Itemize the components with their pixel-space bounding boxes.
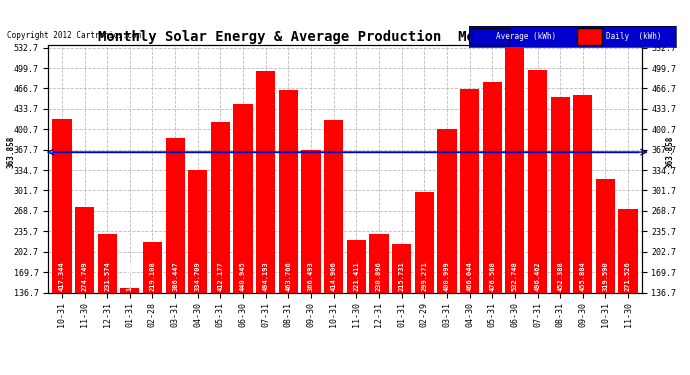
Text: 231.574: 231.574 <box>104 261 110 291</box>
Text: 334.709: 334.709 <box>195 261 201 291</box>
Bar <box>573 95 593 292</box>
Bar <box>346 240 366 292</box>
Text: 463.766: 463.766 <box>286 261 291 291</box>
Text: 319.590: 319.590 <box>602 261 609 291</box>
Bar <box>596 179 615 292</box>
Bar <box>437 129 457 292</box>
Text: 476.568: 476.568 <box>489 261 495 291</box>
Title: Monthly Solar Energy & Average Production  Mon Dec 17 07:47: Monthly Solar Energy & Average Productio… <box>98 30 592 44</box>
Bar <box>120 288 139 292</box>
Bar <box>369 234 388 292</box>
Text: 366.493: 366.493 <box>308 261 314 291</box>
Bar <box>551 98 570 292</box>
Bar <box>256 72 275 292</box>
Bar <box>143 242 162 292</box>
FancyBboxPatch shape <box>577 28 602 45</box>
Text: 221.411: 221.411 <box>353 261 359 291</box>
Bar <box>324 120 344 292</box>
Text: 219.108: 219.108 <box>150 261 155 291</box>
Text: Average (kWh): Average (kWh) <box>496 32 556 41</box>
Text: Copyright 2012 Cartronics.com: Copyright 2012 Cartronics.com <box>7 30 141 39</box>
FancyBboxPatch shape <box>471 28 509 45</box>
Text: 363.858: 363.858 <box>665 136 674 168</box>
Text: 230.896: 230.896 <box>376 261 382 291</box>
Text: 274.749: 274.749 <box>81 261 88 291</box>
Bar <box>279 90 298 292</box>
Text: ■: ■ <box>477 32 488 42</box>
Text: 400.999: 400.999 <box>444 261 450 291</box>
Bar <box>166 138 185 292</box>
Bar <box>482 82 502 292</box>
Text: 496.462: 496.462 <box>535 261 540 291</box>
Text: 412.177: 412.177 <box>217 261 224 291</box>
Bar <box>97 234 117 292</box>
Bar <box>415 192 434 292</box>
Text: 532.748: 532.748 <box>512 261 518 291</box>
Bar <box>460 89 479 292</box>
Text: 417.344: 417.344 <box>59 261 65 291</box>
Bar <box>52 119 72 292</box>
Text: 144.485: 144.485 <box>127 261 133 291</box>
Bar <box>188 170 208 292</box>
Bar <box>618 209 638 292</box>
Text: 271.526: 271.526 <box>625 261 631 291</box>
Text: Daily  (kWh): Daily (kWh) <box>606 32 661 41</box>
Bar <box>528 70 547 292</box>
Text: 440.945: 440.945 <box>240 261 246 291</box>
Text: 494.193: 494.193 <box>263 261 268 291</box>
Bar <box>75 207 94 292</box>
Text: 386.447: 386.447 <box>172 261 178 291</box>
Bar <box>302 150 321 292</box>
Text: 299.271: 299.271 <box>422 261 427 291</box>
Text: 455.884: 455.884 <box>580 261 586 291</box>
Text: 452.388: 452.388 <box>557 261 563 291</box>
Bar <box>233 104 253 292</box>
Bar <box>505 48 524 292</box>
Text: 414.906: 414.906 <box>331 261 337 291</box>
Text: 363.858: 363.858 <box>7 136 16 168</box>
Bar <box>392 244 411 292</box>
Text: 466.044: 466.044 <box>466 261 473 291</box>
Text: 215.731: 215.731 <box>399 261 404 291</box>
Bar <box>211 122 230 292</box>
